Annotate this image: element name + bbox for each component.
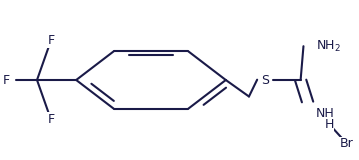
Text: F: F (47, 113, 55, 126)
Text: NH$_2$: NH$_2$ (316, 39, 341, 54)
Text: Br: Br (340, 137, 354, 150)
Text: NH: NH (316, 107, 334, 120)
Text: F: F (47, 34, 55, 47)
Text: S: S (261, 73, 269, 87)
Text: F: F (3, 73, 10, 87)
Text: H: H (325, 118, 334, 131)
